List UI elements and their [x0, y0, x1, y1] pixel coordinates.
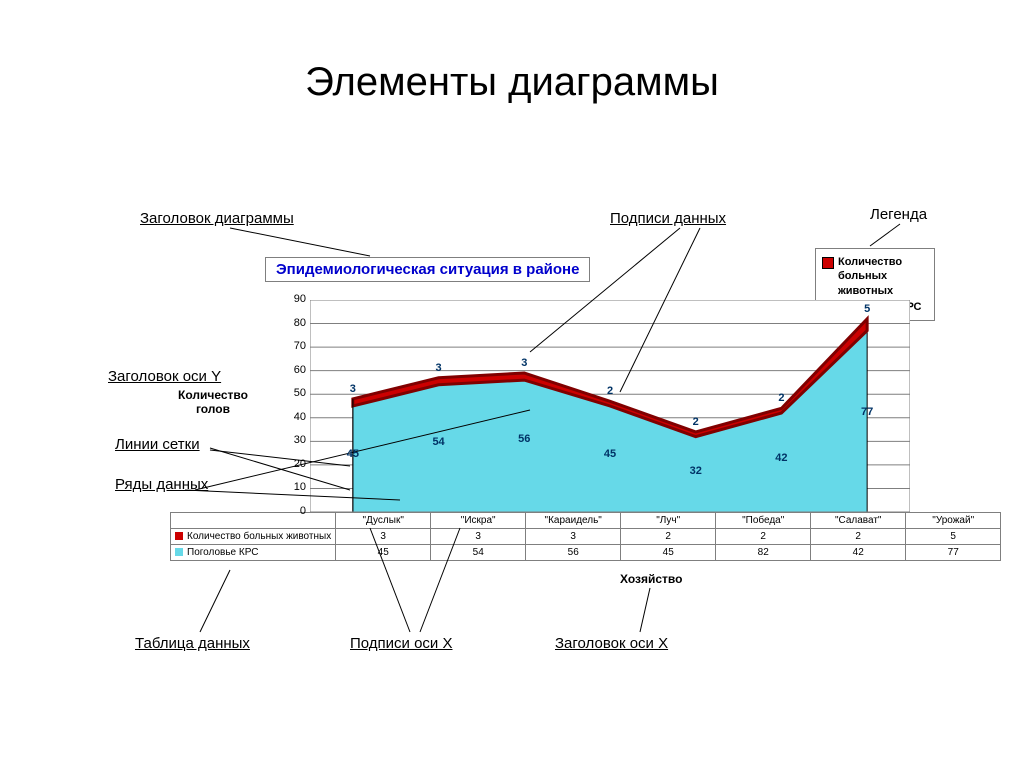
slide: Элементы диаграммы Заголовок диаграммы П…: [0, 0, 1024, 768]
data-label: 45: [604, 448, 616, 460]
y-tick-label: 40: [282, 411, 306, 423]
y-tick-label: 10: [282, 481, 306, 493]
legend-item: Количество больных животных: [822, 255, 928, 298]
data-label: 5: [864, 303, 870, 315]
callout-x-title: Заголовок оси X: [555, 635, 668, 652]
callout-data-table: Таблица данных: [135, 635, 250, 652]
data-label: 2: [778, 392, 784, 404]
data-table: "Дуслык""Искра""Караидель""Луч""Победа""…: [170, 512, 1001, 561]
page-title: Элементы диаграммы: [0, 60, 1024, 105]
data-label: 2: [693, 416, 699, 428]
y-tick-label: 30: [282, 434, 306, 446]
data-label: 3: [350, 383, 356, 395]
data-label: 32: [690, 465, 702, 477]
data-label: 2: [607, 385, 613, 397]
callout-data-labels: Подписи данных: [610, 210, 726, 227]
data-label: 3: [436, 362, 442, 374]
data-label: 45: [347, 448, 359, 460]
plot-area: [310, 300, 910, 512]
y-tick-label: 0: [282, 505, 306, 517]
callout-x-labels: Подписи оси X: [350, 635, 453, 652]
data-label: 54: [432, 436, 444, 448]
x-axis-title: Хозяйство: [620, 572, 682, 586]
chart-svg: [310, 300, 910, 512]
callout-series: Ряды данных: [115, 476, 208, 493]
chart-title: Эпидемиологическая ситуация в районе: [265, 257, 590, 282]
y-tick-label: 50: [282, 387, 306, 399]
data-label: 77: [861, 406, 873, 418]
y-tick-label: 70: [282, 340, 306, 352]
y-axis-title: Количествоголов: [178, 388, 248, 417]
y-tick-label: 90: [282, 293, 306, 305]
legend-label: Количество больных животных: [838, 255, 928, 298]
data-label: 42: [775, 452, 787, 464]
data-label: 3: [521, 357, 527, 369]
y-tick-label: 20: [282, 458, 306, 470]
callout-legend: Легенда: [870, 206, 927, 223]
callout-gridlines: Линии сетки: [115, 436, 200, 453]
callout-y-title: Заголовок оси Y: [108, 368, 221, 385]
y-tick-label: 80: [282, 317, 306, 329]
y-tick-label: 60: [282, 364, 306, 376]
data-label: 56: [518, 433, 530, 445]
legend-swatch-icon: [822, 257, 834, 269]
callout-chart-title: Заголовок диаграммы: [140, 210, 294, 227]
